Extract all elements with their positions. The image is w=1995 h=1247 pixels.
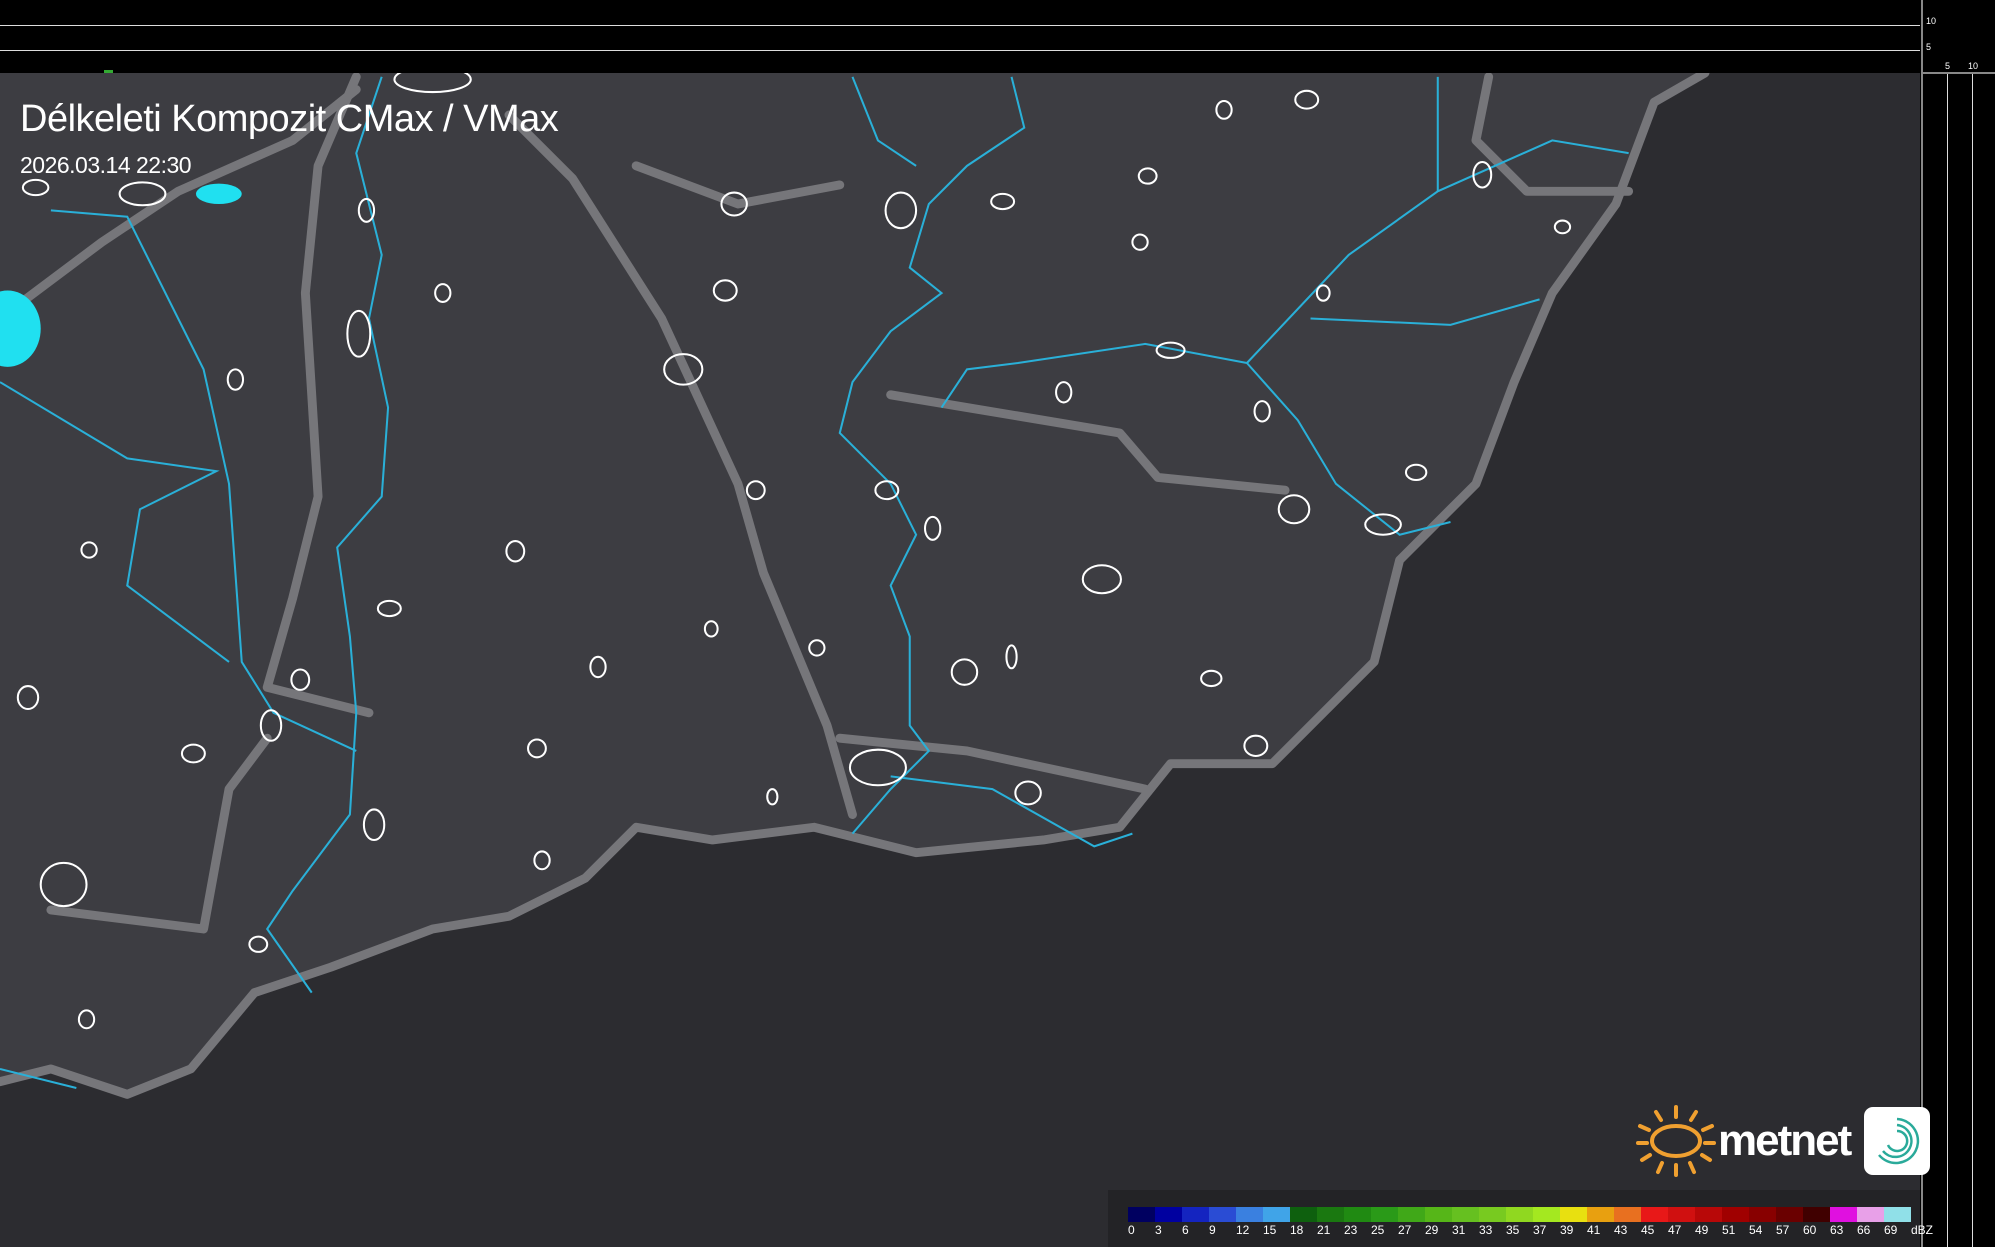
legend-label: 9: [1209, 1223, 1216, 1237]
legend-swatch: [1695, 1207, 1722, 1222]
river: [851, 76, 917, 167]
dbz-legend: 0 3 6 9 12 15 18 21 23 25 27 29 31 33 35 37 39 41 43 45 47 49…: [1108, 1190, 1933, 1247]
legend-label: 25: [1371, 1223, 1385, 1237]
map-timestamp: 2026.03.14 22:30: [20, 152, 192, 178]
tick-label: 5: [1926, 42, 1932, 52]
legend-swatch: [1560, 1207, 1587, 1222]
river: [0, 1067, 77, 1089]
legend-label: 66: [1857, 1223, 1871, 1237]
top-scale-bar: [0, 0, 1920, 73]
legend-swatch: [1371, 1207, 1398, 1222]
legend-swatch: [1182, 1207, 1209, 1222]
legend-label: 23: [1344, 1223, 1358, 1237]
legend-label: 60: [1803, 1223, 1817, 1237]
settlements: [16, 73, 1572, 1030]
tick-label: 5: [1945, 61, 1951, 71]
legend-label: 33: [1479, 1223, 1493, 1237]
legend-swatch: [1290, 1207, 1317, 1222]
legend-label: 63: [1830, 1223, 1844, 1237]
sun-icon: [1636, 1105, 1716, 1177]
legend-label: 49: [1695, 1223, 1709, 1237]
legend-label: 35: [1506, 1223, 1520, 1237]
logo-text: metnet: [1718, 1116, 1852, 1165]
legend-labels: 0 3 6 9 12 15 18 21 23 25 27 29 31 33 35 37 39 41 43 45 47 49…: [1128, 1223, 1938, 1237]
legend-label: 69: [1884, 1223, 1898, 1237]
legend-label: 41: [1587, 1223, 1601, 1237]
legend-swatch: [1587, 1207, 1614, 1222]
county-border: [504, 110, 857, 819]
county-border: [1471, 73, 1634, 196]
county-border: [0, 85, 361, 323]
county-border: [46, 733, 272, 934]
legend-swatch: [1668, 1207, 1695, 1222]
tick-label: 10: [1926, 16, 1937, 26]
tick-label: 10: [1968, 61, 1979, 71]
app-icon: [1864, 1107, 1931, 1175]
legend-label: 18: [1290, 1223, 1304, 1237]
river: [0, 381, 230, 663]
radar-map[interactable]: [0, 73, 1920, 1247]
legend-label: 57: [1776, 1223, 1790, 1237]
legend-color-bar: [1128, 1207, 1911, 1222]
county-border: [835, 733, 1150, 794]
legend-label: 45: [1641, 1223, 1655, 1237]
river-tisza: [838, 76, 1026, 835]
river: [50, 209, 357, 752]
legend-swatch: [1533, 1207, 1560, 1222]
legend-swatch: [1857, 1207, 1884, 1222]
legend-swatch: [1506, 1207, 1533, 1222]
legend-label: 6: [1182, 1223, 1189, 1237]
legend-swatch: [1344, 1207, 1371, 1222]
legend-swatch: [1317, 1207, 1344, 1222]
legend-swatch: [1209, 1207, 1236, 1222]
legend-label: 27: [1398, 1223, 1412, 1237]
legend-swatch: [1614, 1207, 1641, 1222]
legend-swatch: [1236, 1207, 1263, 1222]
county-border: [262, 73, 374, 718]
legend-label: 15: [1263, 1223, 1277, 1237]
map-title: Délkeleti Kompozit CMax / VMax: [20, 98, 559, 140]
legend-label: 21: [1317, 1223, 1331, 1237]
legend-swatch: [1749, 1207, 1776, 1222]
radar-echoes: [0, 183, 242, 367]
legend-swatch: [1263, 1207, 1290, 1222]
legend-label: 54: [1749, 1223, 1763, 1237]
legend-swatch: [1884, 1207, 1911, 1222]
legend-label: 51: [1722, 1223, 1736, 1237]
legend-unit: dBZ: [1911, 1223, 1934, 1237]
legend-label: 12: [1236, 1223, 1250, 1237]
country-border: [0, 73, 1710, 1099]
legend-label: 47: [1668, 1223, 1682, 1237]
legend-swatch: [1776, 1207, 1803, 1222]
river: [940, 342, 1248, 409]
metnet-logo: metnet: [1636, 1104, 1931, 1178]
legend-swatch: [1155, 1207, 1182, 1222]
legend-swatch: [1830, 1207, 1857, 1222]
legend-label: 0: [1128, 1223, 1135, 1237]
legend-swatch: [1479, 1207, 1506, 1222]
river-danube: [265, 76, 390, 994]
right-scale-panel: 10 5 5 10: [1921, 0, 1995, 1247]
legend-swatch: [1641, 1207, 1668, 1222]
legend-label: 39: [1560, 1223, 1574, 1237]
legend-swatch: [1398, 1207, 1425, 1222]
river: [890, 775, 1133, 848]
county-border: [886, 390, 1290, 495]
marker: [104, 70, 113, 73]
county-border: [631, 161, 845, 209]
legend-label: 43: [1614, 1223, 1628, 1237]
legend-swatch: [1128, 1207, 1155, 1222]
legend-label: 37: [1533, 1223, 1547, 1237]
legend-label: 29: [1425, 1223, 1439, 1237]
scale-line-5: [0, 50, 1920, 51]
scale-line-10: [0, 25, 1920, 26]
legend-swatch: [1722, 1207, 1749, 1222]
legend-label: 31: [1452, 1223, 1466, 1237]
river: [1246, 362, 1451, 536]
legend-swatch: [1425, 1207, 1452, 1222]
river: [1310, 298, 1540, 326]
legend-swatch: [1803, 1207, 1830, 1222]
legend-label: 3: [1155, 1223, 1162, 1237]
legend-swatch: [1452, 1207, 1479, 1222]
